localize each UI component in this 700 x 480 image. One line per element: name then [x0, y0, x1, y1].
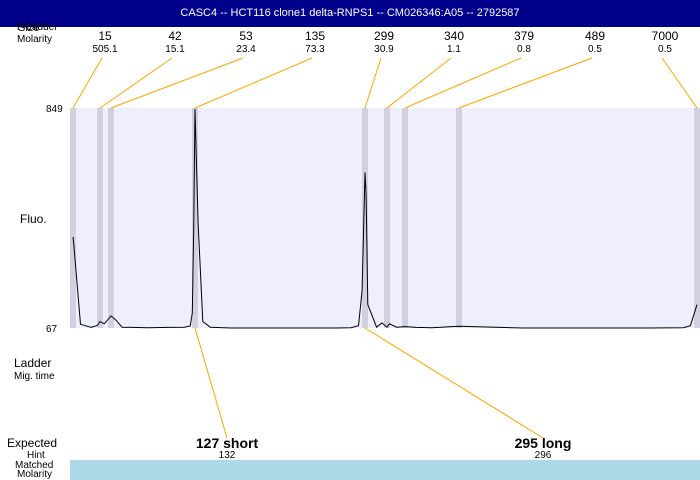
peak-name-label: 295 long: [515, 435, 572, 451]
ladder-leader-line: [661, 57, 698, 109]
ladder-size-label: 7000: [652, 29, 679, 43]
hint-label: Hint: [27, 450, 45, 461]
size-label: Size: [18, 22, 40, 34]
ladder-size-label: 340: [444, 29, 464, 43]
ladder-size-label: 15: [98, 29, 112, 43]
ladder-band: [694, 108, 700, 328]
ladder-leader-line: [110, 57, 244, 109]
expected-label: Expected: [7, 436, 58, 450]
ladder-size-label: 379: [514, 29, 534, 43]
peak-hint-value: 132: [219, 450, 236, 461]
ladder-leader-line: [386, 57, 452, 109]
ladder-marker-label: F-Ladder: [17, 22, 58, 33]
ladder-molarity-label: 0.5: [658, 44, 672, 55]
ladder-molarity-label: 0.8: [517, 44, 531, 55]
mig-time-label: Mig. time: [14, 371, 55, 382]
ladder-leader-line: [404, 57, 522, 109]
ladder-leader-line: [194, 57, 313, 109]
ladder-molarity-label: 0.5: [588, 44, 602, 55]
ladder-band: [192, 108, 198, 328]
ladder-molarity-label: 30.9: [374, 44, 394, 55]
ladder-molarity-label: 15.1: [165, 44, 185, 55]
matched-band: [70, 460, 700, 480]
ladder-leader-line: [458, 57, 593, 109]
footer-molarity-label: Molarity: [17, 469, 53, 480]
ladder-size-label: 53: [239, 29, 253, 43]
fluorescence-trace: [72, 109, 698, 329]
peak-name-label: 127 short: [196, 435, 259, 451]
ladder-leader-line: [99, 57, 173, 109]
peak-hint-value: 296: [535, 450, 552, 461]
ladder-size-label: 489: [585, 29, 605, 43]
matched-label: Matched: [15, 460, 54, 471]
ladder-molarity-label: 1.1: [447, 44, 461, 55]
y-min-tick: 67: [46, 324, 58, 335]
ladder-band: [384, 108, 390, 328]
ladder-molarity-label: 73.3: [305, 44, 325, 55]
window-title: CASC4 -- HCT116 clone1 delta-RNPS1 -- CM…: [0, 0, 700, 27]
ladder-band: [402, 108, 408, 328]
ladder-molarity-label: 505.1: [92, 44, 117, 55]
peak-leader-line: [364, 327, 544, 439]
ladder-size-label: 42: [168, 29, 182, 43]
molarity-label: Molarity: [17, 34, 53, 45]
ladder-leader-line: [364, 57, 382, 109]
ladder-band: [108, 108, 114, 328]
ladder-band: [456, 108, 462, 328]
ladder-size-label: 135: [305, 29, 325, 43]
ladder-label: Ladder: [14, 356, 52, 370]
peak-leader-line: [194, 327, 228, 439]
ladder-molarity-label: 23.4: [236, 44, 256, 55]
ladder-leader-line: [72, 57, 103, 109]
ladder-band: [70, 108, 76, 328]
ladder-band: [362, 108, 368, 328]
fluo-axis-label: Fluo.: [20, 212, 47, 226]
ladder-band: [97, 108, 103, 328]
y-max-tick: 849: [46, 104, 63, 115]
ladder-size-label: 299: [374, 29, 394, 43]
